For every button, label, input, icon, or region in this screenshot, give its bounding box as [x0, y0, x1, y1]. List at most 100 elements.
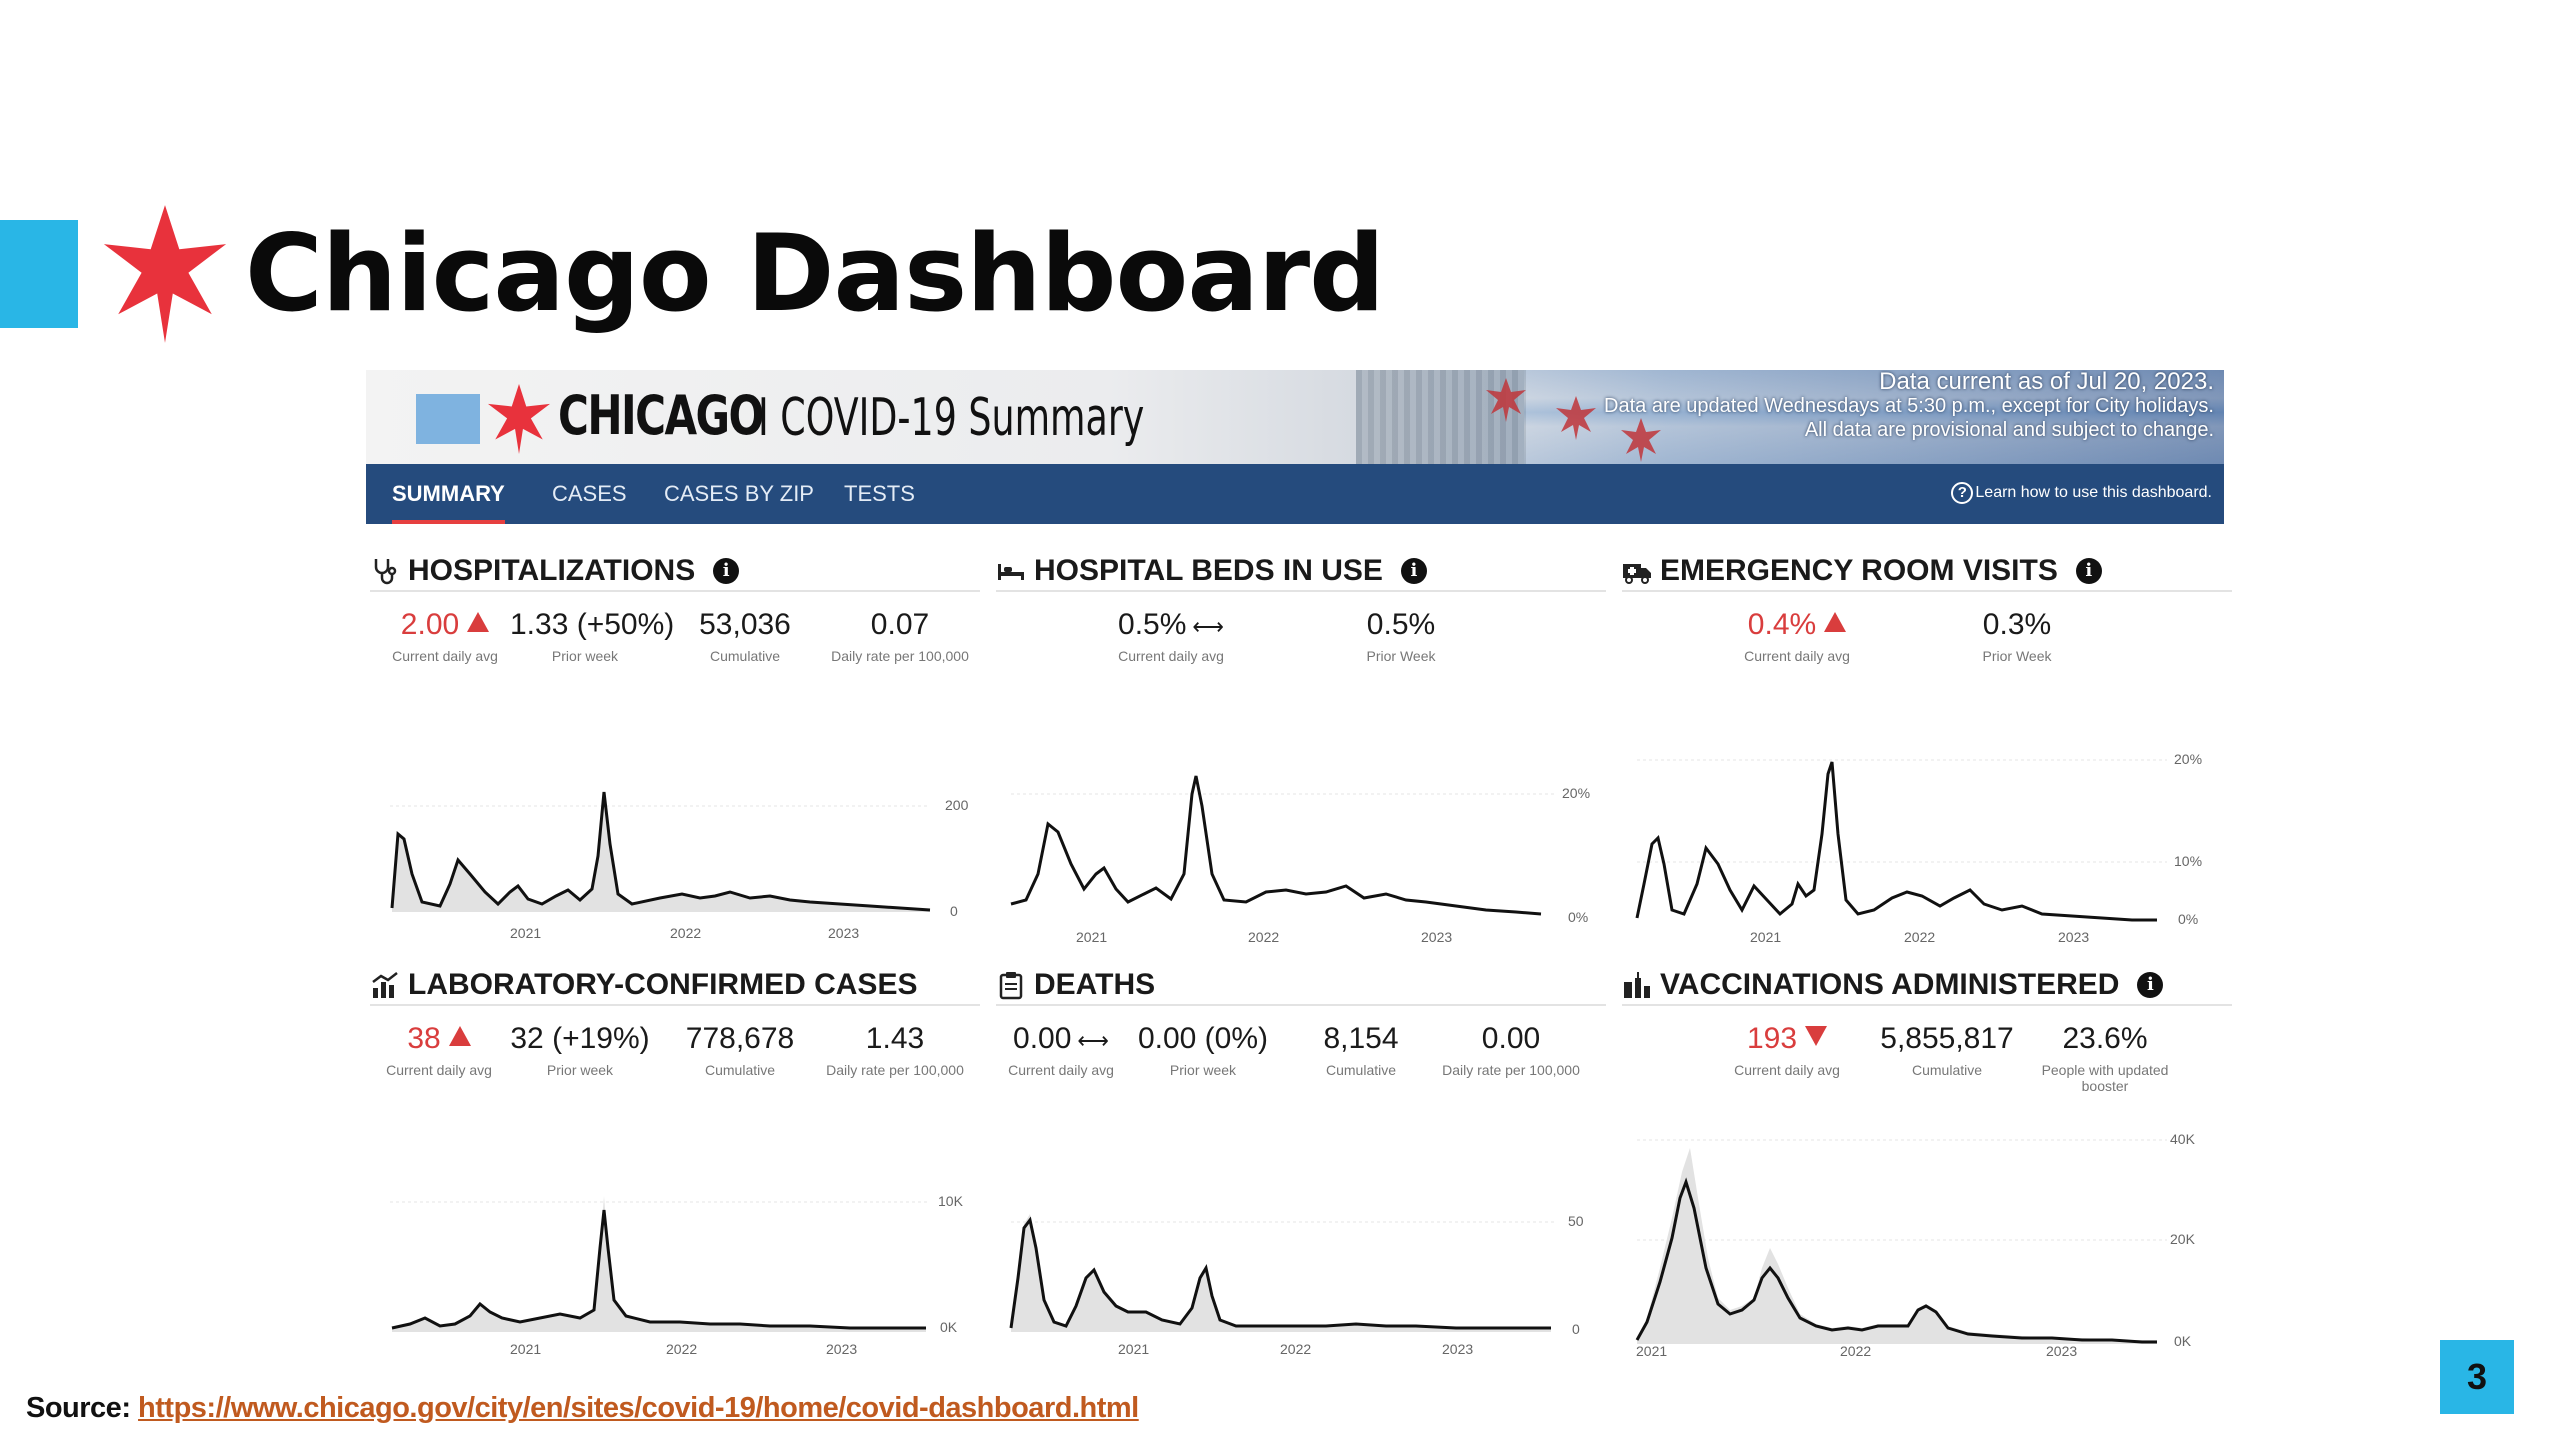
stat-prior-week: 0.3% Prior Week — [1942, 608, 2092, 664]
panel-title: EMERGENCY ROOM VISITS — [1660, 554, 2058, 587]
panel-vaccinations: VACCINATIONS ADMINISTERED i 193 Current d… — [1622, 966, 2232, 1366]
stat-label: Prior week — [546, 1062, 614, 1078]
stat-value: 0.4% — [1747, 608, 1817, 641]
tab-cases-by-zip[interactable]: CASES BY ZIP — [664, 481, 814, 506]
stat-prior-week: 32 (+19%) Prior week — [505, 1022, 655, 1078]
info-icon[interactable]: i — [2075, 558, 2102, 584]
stat-value: 0.07 — [870, 608, 930, 641]
banner-note-provisional: All data are provisional and subject to … — [1804, 419, 2214, 441]
panel-header: VACCINATIONS ADMINISTERED i — [1622, 966, 2232, 1006]
stat-value: 778,678 — [685, 1022, 795, 1055]
trend-flat-icon: ⟷ — [1077, 1028, 1109, 1053]
source-link[interactable]: https://www.chicago.gov/city/en/sites/co… — [138, 1392, 1139, 1424]
stat-current: 2.00 Current daily avg — [370, 608, 520, 664]
y-tick: 20% — [1562, 785, 1590, 801]
panel-hospitalizations: HOSPITALIZATIONS i 2.00 Current daily avg… — [370, 552, 980, 952]
panel-er-visits: EMERGENCY ROOM VISITS i 0.4% Current dail… — [1622, 552, 2232, 952]
stat-label: Cumulative — [709, 648, 781, 664]
y-tick: 0K — [940, 1319, 958, 1335]
stat-value: 2.00 — [400, 608, 460, 641]
stat-current: 0.00 ⟷ Current daily avg — [986, 1022, 1136, 1078]
panel-title: DEATHS — [1034, 968, 1156, 1001]
stethoscope-icon — [374, 559, 397, 585]
ambulance-icon — [1623, 564, 1651, 584]
tab-tests[interactable]: TESTS — [844, 481, 915, 506]
x-tick: 2022 — [1840, 1343, 1871, 1358]
banner-subtitle: I COVID-19 Summary — [758, 388, 1145, 448]
stat-daily-rate: 1.43 Daily rate per 100,000 — [820, 1022, 970, 1078]
y-tick: 20% — [2174, 751, 2202, 767]
stat-label: Cumulative — [1911, 1062, 1983, 1078]
info-icon[interactable]: i — [713, 558, 740, 584]
help-link[interactable]: ? Learn how to use this dashboard. — [1951, 482, 2212, 504]
x-tick: 2022 — [1248, 929, 1279, 944]
deaths-sparkline: 50 0 2021 2022 2023 — [1009, 1213, 1584, 1357]
stat-value: 0.00 (0%) — [1137, 1022, 1269, 1055]
dashboard-banner: CHICAGO I COVID-19 Summary Data current … — [366, 370, 2224, 464]
stat-prior-week: 1.33 (+50%) Prior week — [510, 608, 675, 664]
stat-current: 0.5% ⟷ Current daily avg — [1096, 608, 1246, 664]
panel-hospital-beds: HOSPITAL BEDS IN USE i 0.5% ⟷ Current dail… — [996, 552, 1606, 952]
stat-label: Daily rate per 100,000 — [1442, 1062, 1580, 1078]
stat-value: 0.00 — [1013, 1022, 1072, 1055]
y-tick: 10% — [2174, 853, 2202, 869]
y-tick: 40K — [2170, 1131, 2196, 1147]
x-tick: 2021 — [510, 1341, 541, 1357]
banner-notes: Data current as of Jul 20, 2023. Data ar… — [1514, 370, 2214, 442]
trend-flat-icon: ⟷ — [1192, 614, 1224, 639]
syringe-icon — [1624, 972, 1650, 998]
stat-booster: 23.6% People with updated booster — [2030, 1022, 2180, 1094]
stat-label: Current daily avg — [386, 1062, 492, 1078]
info-icon[interactable]: i — [1400, 558, 1427, 584]
panel-title: HOSPITAL BEDS IN USE — [1034, 554, 1383, 587]
bar-chart-icon — [372, 972, 398, 998]
info-icon[interactable]: i — [2137, 972, 2164, 998]
x-tick: 2023 — [1442, 1341, 1473, 1357]
banner-note-schedule: Data are updated Wednesdays at 5:30 p.m.… — [1604, 395, 2214, 417]
panel-header: DEATHS — [996, 966, 1606, 1006]
tab-cases[interactable]: CASES — [552, 481, 627, 506]
stat-value: 1.33 (+50%) — [510, 608, 675, 641]
y-tick: 0% — [2178, 911, 2198, 927]
x-tick: 2021 — [1076, 929, 1107, 944]
stat-current: 193 Current daily avg — [1712, 1022, 1862, 1078]
stat-label: Current daily avg — [1744, 648, 1850, 664]
y-tick: 0% — [1568, 909, 1588, 925]
panel-header: HOSPITALIZATIONS i — [370, 552, 980, 592]
slide-title: Chicago Dashboard — [245, 212, 1385, 335]
chicago-star-icon — [103, 205, 227, 343]
stat-label: Daily rate per 100,000 — [831, 648, 969, 664]
panel-cases: LABORATORY-CONFIRMED CASES 38 Current dai… — [370, 966, 980, 1366]
stat-label: Cumulative — [704, 1062, 776, 1078]
trend-up-icon — [1824, 612, 1847, 632]
stat-value: 1.43 — [865, 1022, 925, 1055]
banner-star-icon — [487, 384, 551, 454]
x-tick: 2023 — [826, 1341, 857, 1357]
source-citation: Source: https://www.chicago.gov/city/en/… — [26, 1392, 1139, 1425]
tab-summary[interactable]: SUMMARY — [392, 464, 505, 524]
page-number: 3 — [2440, 1340, 2514, 1414]
bed-icon — [998, 564, 1024, 580]
stat-cumulative: 778,678 Cumulative — [665, 1022, 815, 1078]
stat-label: Current daily avg — [1734, 1062, 1840, 1078]
trend-up-icon — [467, 612, 490, 632]
stat-current: 0.4% Current daily avg — [1722, 608, 1872, 664]
y-tick: 0 — [1572, 1321, 1580, 1337]
x-tick: 2021 — [1636, 1343, 1667, 1358]
x-tick: 2022 — [670, 925, 701, 941]
panel-title: VACCINATIONS ADMINISTERED — [1660, 968, 2120, 1001]
stat-label: Cumulative — [1325, 1062, 1397, 1078]
y-tick: 50 — [1568, 1213, 1584, 1229]
banner-flag-stars-icon — [1486, 378, 1661, 462]
y-tick: 0 — [950, 903, 958, 919]
stat-value: 8,154 — [1323, 1022, 1399, 1055]
stat-label: Current daily avg — [1118, 648, 1224, 664]
panel-title: HOSPITALIZATIONS — [408, 554, 696, 587]
stat-label: People with updated booster — [2041, 1062, 2169, 1094]
stat-cumulative: 53,036 Cumulative — [670, 608, 820, 664]
x-tick: 2023 — [2058, 929, 2089, 944]
panel-header: HOSPITAL BEDS IN USE i — [996, 552, 1606, 592]
vaccinations-sparkline: 40K 20K 0K 2021 2022 2023 — [1635, 1131, 2196, 1358]
stat-value: 193 — [1746, 1022, 1798, 1055]
source-label: Source: — [26, 1392, 131, 1424]
